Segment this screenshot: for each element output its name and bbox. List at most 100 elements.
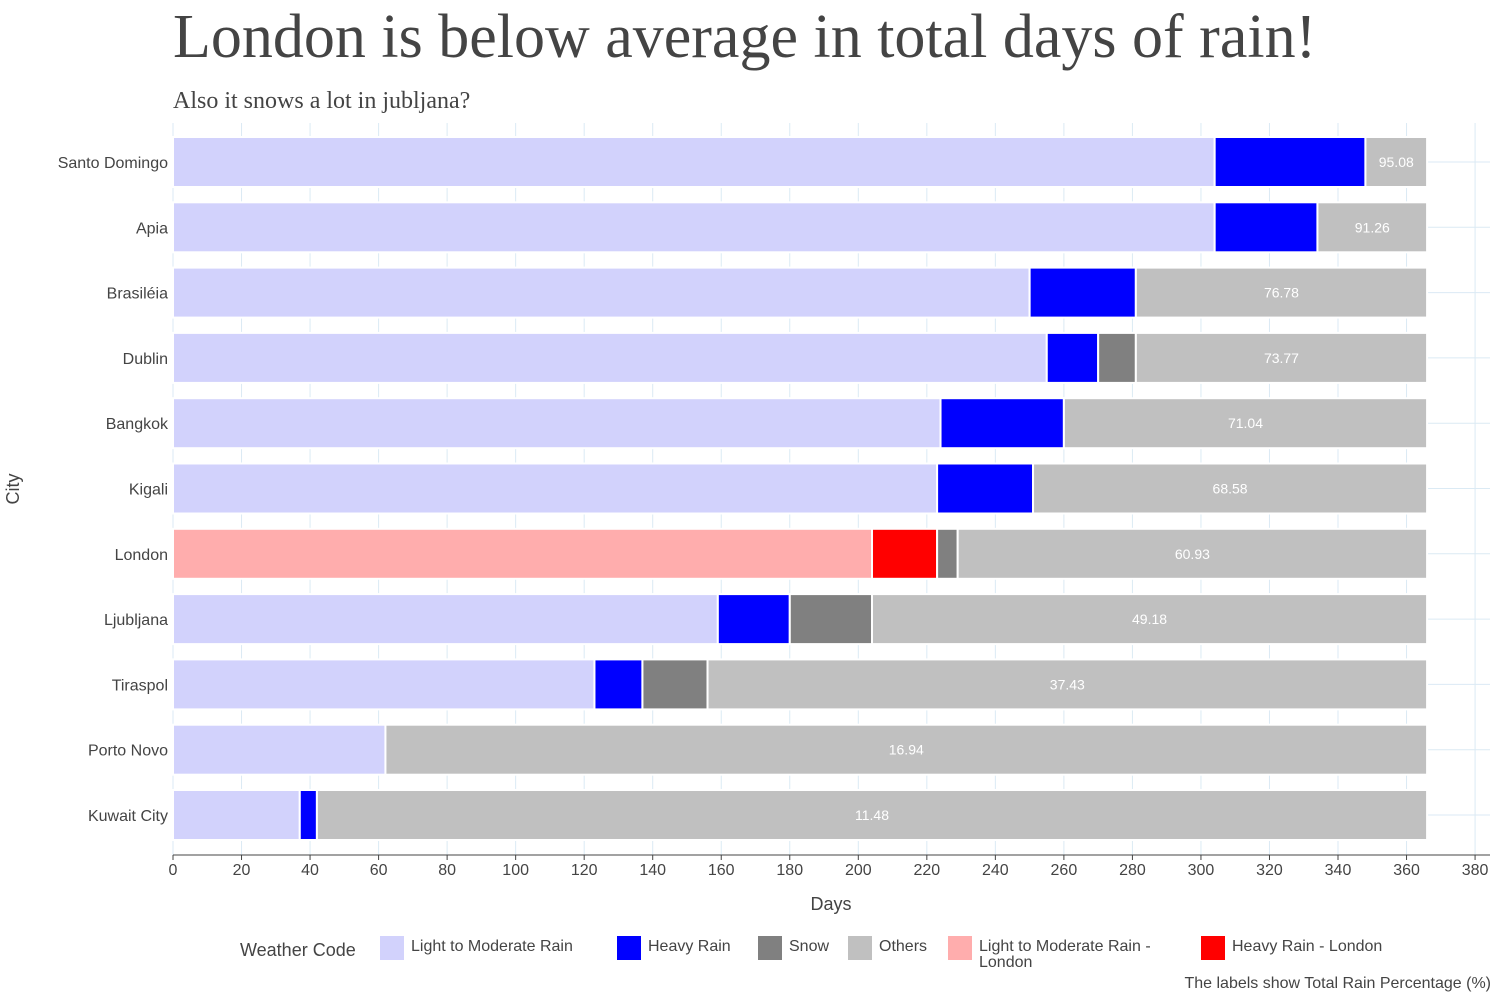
- bar-segment: [871, 527, 939, 580]
- bar-segment: [1028, 266, 1137, 319]
- x-tick-label: 80: [438, 862, 456, 879]
- x-tick-label: 120: [571, 862, 598, 879]
- bar-segment: [1364, 136, 1429, 188]
- bar-segment: [298, 789, 318, 841]
- y-tick-label: Tiraspol: [112, 677, 168, 694]
- legend-item-heavy-rain: Heavy Rain: [617, 936, 868, 960]
- y-tick-label: Santo Domingo: [58, 155, 168, 172]
- y-tick-labels: Santo Domingo Apia Brasiléia Dublin Bangkok K…: [58, 155, 169, 825]
- bar-segment: [871, 593, 1429, 646]
- y-tick-label: Kuwait City: [88, 808, 168, 825]
- bar-segment: [1213, 201, 1319, 254]
- legend-label: Heavy Rain: [648, 938, 731, 955]
- legend-item-heavy-rain-london: Heavy Rain - London: [1201, 936, 1452, 960]
- x-tick-label: 260: [1051, 862, 1078, 879]
- bar-segment: [172, 527, 874, 580]
- y-tick-label: Porto Novo: [88, 743, 168, 760]
- legend: Weather Code Light to Moderate Rain Heav…: [240, 936, 1440, 976]
- bar-segment: [641, 658, 709, 711]
- x-tick-label: 100: [502, 862, 529, 879]
- bar-segment: [172, 462, 939, 515]
- legend-swatch: [848, 936, 872, 960]
- bar-segment: [172, 397, 942, 450]
- chart-caption: The labels show Total Rain Percentage (%…: [1184, 975, 1491, 992]
- data-label: 49.18: [1132, 611, 1167, 627]
- y-tick-label: Brasiléia: [107, 286, 168, 303]
- legend-swatch: [758, 936, 782, 960]
- bar-segment: [706, 658, 1429, 711]
- y-tick-label: Apia: [136, 220, 168, 237]
- x-axis-title: Days: [810, 894, 851, 914]
- x-tick-label: 320: [1256, 862, 1283, 879]
- x-tick-label: 0: [169, 862, 178, 879]
- x-tick-label: 200: [845, 862, 872, 879]
- bar-segment: [1213, 136, 1367, 188]
- legend-swatch: [380, 936, 404, 960]
- x-tick-label: 140: [639, 862, 666, 879]
- data-label: 73.77: [1264, 350, 1299, 366]
- bar-segment: [384, 723, 1429, 776]
- legend-item-others: Others: [848, 936, 1099, 960]
- x-tick-label: 240: [982, 862, 1009, 879]
- data-label: 11.48: [855, 807, 889, 823]
- chart-title: London is below average in total days of…: [173, 3, 1317, 71]
- legend-label: Light to Moderate Rain: [411, 938, 573, 955]
- bar-segment: [1032, 462, 1429, 515]
- legend-swatch: [948, 936, 972, 960]
- legend-swatch: [617, 936, 641, 960]
- y-tick-label: Kigali: [129, 482, 168, 499]
- legend-label: Snow: [789, 938, 830, 955]
- x-tick-label: 220: [913, 862, 940, 879]
- bar-segment: [1062, 397, 1429, 450]
- data-label: 91.26: [1355, 219, 1390, 235]
- bar-segment: [172, 593, 719, 646]
- data-label: 37.43: [1050, 676, 1085, 692]
- x-axis: 0 20 40 60 80 100 120 140 160 180 200 220 240 260 280 3…: [169, 854, 1490, 879]
- data-label: 60.93: [1175, 546, 1210, 562]
- x-tick-label: 60: [370, 862, 388, 879]
- bar-segment: [172, 331, 1048, 384]
- bars: [172, 136, 1429, 841]
- legend-label: Heavy Rain - London: [1232, 938, 1383, 955]
- bar-segment: [939, 397, 1065, 450]
- bar-segment: [172, 201, 1216, 254]
- bar-segment: [172, 266, 1031, 319]
- bar-segment: [315, 789, 1429, 841]
- legend-item-light-rain-london: Light to Moderate Rain - London: [948, 936, 1169, 971]
- bar-segment: [172, 723, 387, 776]
- y-axis-title: City: [3, 474, 23, 505]
- bar-segment: [593, 658, 644, 711]
- bar-segment: [1134, 331, 1429, 384]
- bar-segment: [172, 789, 301, 841]
- bar-segment: [1316, 201, 1429, 254]
- bar-segment: [172, 136, 1216, 188]
- data-label: 76.78: [1264, 285, 1299, 301]
- data-labels: 95.08 91.26 76.78 73.77 71.04 68.58 60.93 49.18…: [855, 154, 1414, 823]
- x-tick-label: 380: [1462, 862, 1489, 879]
- data-label: 16.94: [889, 742, 924, 758]
- legend-label: Light to Moderate Rain - London: [979, 938, 1151, 971]
- y-tick-label: Ljubljana: [104, 612, 168, 629]
- legend-item-snow: Snow: [758, 936, 1009, 960]
- bar-segment: [1134, 266, 1429, 319]
- legend-label: Others: [879, 938, 928, 955]
- legend-swatch: [1201, 936, 1225, 960]
- chart-subtitle: Also it snows a lot in jubljana?: [173, 88, 471, 114]
- bar-segment: [172, 658, 596, 711]
- y-tick-label: Dublin: [123, 351, 168, 368]
- x-tick-label: 300: [1188, 862, 1215, 879]
- x-tick-label: 180: [776, 862, 803, 879]
- x-tick-label: 160: [708, 862, 735, 879]
- x-tick-label: 40: [301, 862, 319, 879]
- legend-title: Weather Code: [240, 940, 356, 960]
- bar-segment: [956, 527, 1429, 580]
- bar-segment: [1045, 331, 1100, 384]
- bar-segment: [788, 593, 874, 646]
- x-tick-label: 360: [1393, 862, 1420, 879]
- legend-item-light-rain: Light to Moderate Rain: [380, 936, 631, 960]
- x-tick-label: 340: [1325, 862, 1352, 879]
- x-tick-label: 280: [1119, 862, 1146, 879]
- y-tick-label: Bangkok: [106, 416, 169, 433]
- bar-segment: [1097, 331, 1137, 384]
